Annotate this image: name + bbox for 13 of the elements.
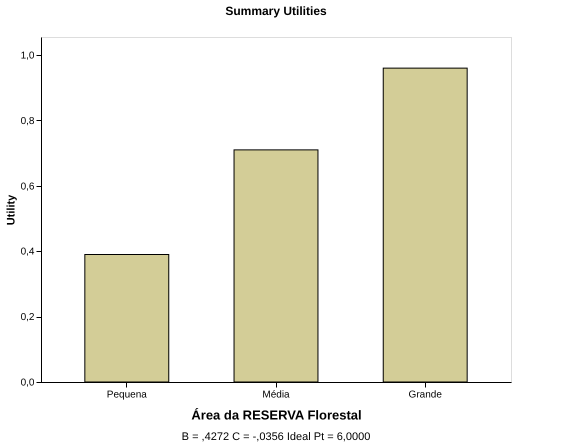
- y-tick-label: 0,4: [20, 246, 35, 258]
- y-tick-label: 0,2: [20, 312, 35, 324]
- x-axis-title: Área da RESERVA Florestal: [191, 408, 362, 422]
- text: B = ,4272 C = -,0356 Ideal Pt = 6,0000: [182, 431, 370, 443]
- y-tick-label: 0,0: [20, 378, 35, 388]
- y-tick-label: 0,6: [20, 181, 35, 192]
- y-axis-title: Utility: [6, 194, 18, 226]
- x-tick-label: Pequena: [106, 390, 148, 400]
- y-tick-label: 0,8: [20, 116, 35, 127]
- y-tick-label: 1,0: [20, 50, 35, 62]
- chart-title: Summary Utilities: [225, 4, 328, 18]
- x-tick-label: Média: [262, 390, 290, 400]
- x-tick-label: Grande: [408, 390, 442, 400]
